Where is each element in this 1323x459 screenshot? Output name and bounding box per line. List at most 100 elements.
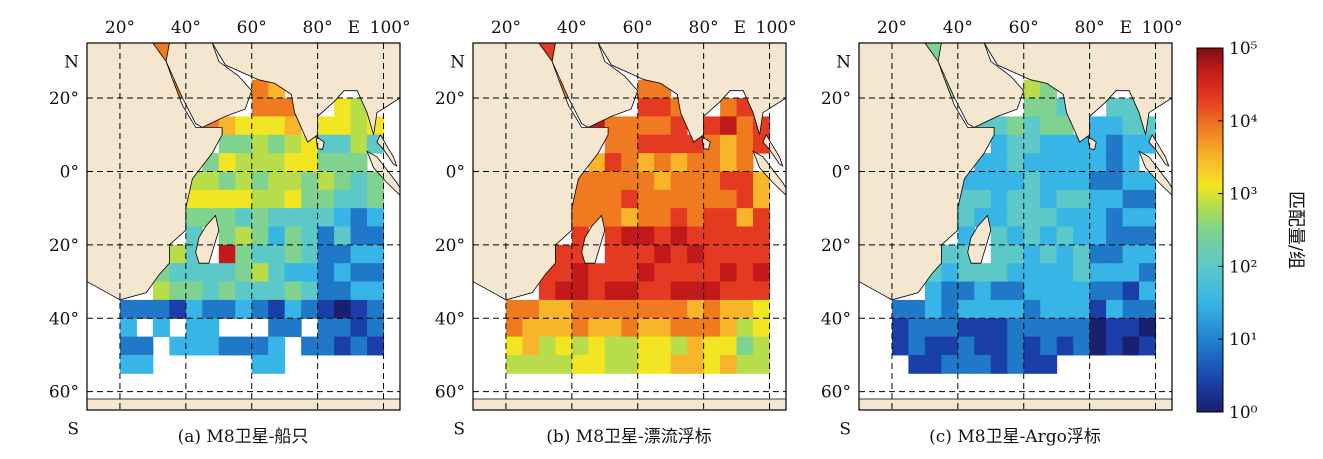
data-cell: [1007, 263, 1025, 283]
data-cell: [505, 318, 523, 338]
data-cell: [720, 299, 738, 319]
data-cell: [621, 208, 639, 227]
data-cell: [687, 354, 705, 374]
land-polygon: [473, 43, 609, 301]
data-cell: [367, 281, 385, 301]
lon-label: 20°: [491, 18, 521, 38]
data-cell: [350, 134, 368, 154]
data-cell: [334, 134, 352, 154]
data-cell: [670, 153, 688, 172]
data-cell: [317, 189, 335, 209]
data-cell: [571, 263, 589, 283]
land-polygon: [859, 398, 1172, 410]
data-cell: [235, 171, 253, 191]
data-cell: [621, 336, 639, 356]
data-cell: [185, 189, 203, 209]
data-cell: [974, 299, 992, 319]
data-cell: [571, 299, 589, 319]
data-cell: [687, 299, 705, 319]
data-cell: [1106, 98, 1124, 117]
lat-label: 60°: [821, 383, 851, 403]
data-cell: [891, 336, 909, 356]
data-cell: [720, 263, 738, 283]
data-cell: [703, 153, 721, 172]
data-cell: [736, 354, 754, 374]
data-cell: [334, 226, 352, 246]
data-cell: [1056, 171, 1074, 191]
data-cell: [1023, 134, 1041, 154]
data-cell: [367, 336, 385, 356]
data-cell: [990, 263, 1008, 283]
data-cell: [251, 244, 269, 264]
data-cell: [555, 281, 573, 301]
data-cell: [670, 354, 688, 374]
data-cell: [1089, 244, 1107, 264]
data-cell: [637, 171, 655, 191]
data-cell: [1056, 226, 1074, 246]
data-cell: [202, 281, 220, 301]
data-cell: [736, 171, 754, 191]
data-cell: [350, 189, 368, 209]
data-cell: [284, 318, 302, 338]
data-cell: [1007, 226, 1025, 246]
lat-label: 20°: [435, 236, 465, 256]
data-cell: [538, 299, 556, 319]
data-cell: [1139, 299, 1157, 319]
data-cell: [301, 208, 319, 227]
data-cell: [703, 299, 721, 319]
data-cell: [687, 336, 705, 356]
data-cell: [350, 208, 368, 227]
colorbar-tick-label: 10⁰: [1229, 403, 1258, 423]
data-cell: [301, 189, 319, 209]
data-cell: [588, 263, 606, 283]
data-cell: [1139, 226, 1157, 246]
data-cell: [350, 299, 368, 319]
data-cell: [670, 336, 688, 356]
data-cell: [588, 171, 606, 191]
data-cell: [941, 318, 959, 338]
data-cell: [637, 208, 655, 227]
data-cell: [1056, 318, 1074, 338]
data-cell: [621, 263, 639, 283]
data-cell: [185, 336, 203, 356]
lat-label: S: [67, 419, 79, 439]
lat-label: 20°: [49, 89, 79, 109]
data-cell: [654, 171, 672, 191]
data-cell: [136, 354, 154, 374]
data-cell: [1056, 263, 1074, 283]
data-cell: [990, 226, 1008, 246]
data-cell: [604, 171, 622, 191]
data-cell: [1089, 171, 1107, 191]
data-cell: [284, 134, 302, 154]
data-cell: [687, 226, 705, 246]
data-cell: [555, 299, 573, 319]
data-cell: [1007, 189, 1025, 209]
lat-label: N: [836, 52, 851, 72]
data-cell: [251, 171, 269, 191]
data-cell: [654, 281, 672, 301]
data-cell: [637, 98, 655, 117]
land-polygon: [195, 214, 220, 264]
data-cell: [1073, 153, 1091, 172]
data-cell: [218, 208, 236, 227]
data-cell: [334, 98, 352, 117]
data-cell: [571, 336, 589, 356]
data-cell: [654, 98, 672, 117]
data-cell: [268, 134, 286, 154]
data-cell: [1139, 281, 1157, 301]
data-cell: [1023, 98, 1041, 117]
data-cell: [604, 208, 622, 227]
data-cell: [350, 336, 368, 356]
data-cell: [1007, 153, 1025, 172]
lat-label: 20°: [821, 89, 851, 109]
data-cell: [251, 336, 269, 356]
data-cell: [1089, 299, 1107, 319]
data-cell: [1040, 281, 1058, 301]
data-cell: [169, 299, 187, 319]
land-polygon: [87, 43, 223, 301]
land-polygon: [762, 133, 784, 167]
data-cell: [670, 116, 688, 136]
data-cell: [687, 318, 705, 338]
lon-label: E: [734, 18, 746, 38]
data-cell: [1139, 171, 1157, 191]
